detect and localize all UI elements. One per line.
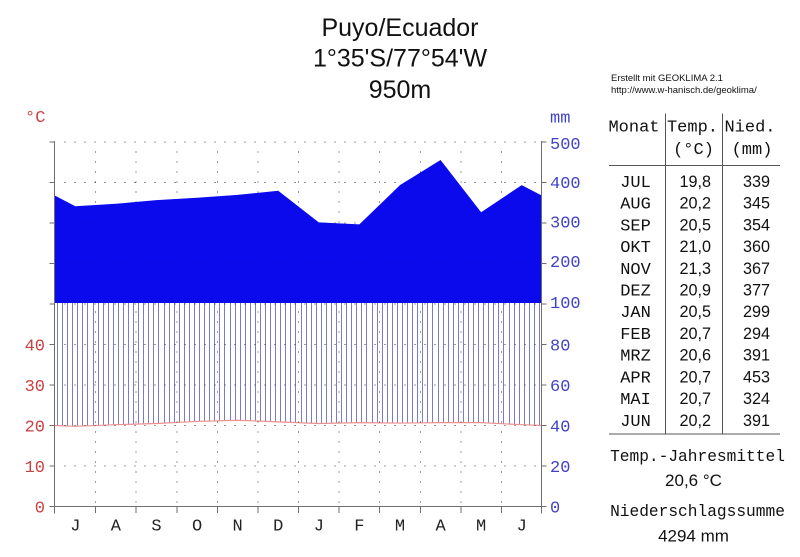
svg-text:40: 40 [550,419,570,438]
svg-text:Temp.: Temp. [667,119,718,138]
svg-text:°C: °C [25,109,45,128]
svg-text:JUN: JUN [620,413,651,432]
svg-text:http://www.w-hanisch.de/geokli: http://www.w-hanisch.de/geoklima/ [611,85,757,96]
svg-text:20,5: 20,5 [679,216,711,234]
svg-text:SEP: SEP [620,217,651,236]
svg-text:324: 324 [743,390,770,408]
svg-text:(mm): (mm) [732,141,773,160]
svg-text:JUL: JUL [620,174,651,193]
svg-text:O: O [192,518,202,537]
svg-text:MRZ: MRZ [620,348,651,367]
svg-text:20,6 °C: 20,6 °C [665,471,722,490]
svg-text:N: N [233,518,243,537]
svg-text:M: M [476,518,486,537]
svg-text:OKT: OKT [620,239,651,258]
svg-text:339: 339 [743,173,770,191]
svg-text:MAI: MAI [620,391,651,410]
svg-text:F: F [354,518,364,537]
svg-text:21,3: 21,3 [679,260,711,278]
svg-text:377: 377 [743,282,770,300]
svg-text:367: 367 [743,260,770,278]
svg-text:Temp.-Jahresmittel: Temp.-Jahresmittel [610,448,785,466]
svg-text:Erstellt mit GEOKLIMA 2.1: Erstellt mit GEOKLIMA 2.1 [611,73,723,84]
svg-text:AUG: AUG [620,196,651,215]
svg-text:J: J [314,518,324,537]
svg-text:391: 391 [743,347,770,365]
svg-text:APR: APR [620,369,651,388]
svg-text:391: 391 [743,412,770,430]
svg-text:J: J [70,518,80,537]
svg-text:345: 345 [743,195,770,213]
svg-text:S: S [151,518,161,537]
svg-text:A: A [435,518,446,537]
svg-text:D: D [273,518,283,537]
svg-text:19,8: 19,8 [679,173,711,191]
svg-text:20: 20 [25,419,45,438]
svg-text:FEB: FEB [620,326,651,345]
svg-text:Monat: Monat [608,119,659,138]
svg-text:453: 453 [743,368,770,386]
svg-text:10: 10 [25,459,45,478]
svg-text:21,0: 21,0 [679,238,711,256]
svg-text:Niederschlagssumme: Niederschlagssumme [610,503,785,521]
svg-text:20,9: 20,9 [679,282,711,300]
svg-text:20,7: 20,7 [679,390,711,408]
svg-text:A: A [111,518,122,537]
svg-text:mm: mm [550,110,570,129]
svg-text:J: J [517,518,527,537]
svg-text:100: 100 [550,295,581,314]
svg-text:40: 40 [25,338,45,357]
svg-text:20,7: 20,7 [679,368,711,386]
svg-text:354: 354 [743,216,770,234]
svg-text:950m: 950m [369,76,432,104]
svg-text:(°C): (°C) [673,141,714,160]
svg-text:300: 300 [550,215,581,234]
svg-text:20: 20 [550,459,570,478]
svg-text:M: M [395,518,405,537]
svg-text:4294 mm: 4294 mm [658,527,729,546]
svg-text:299: 299 [743,303,770,321]
svg-text:200: 200 [550,254,581,273]
svg-text:80: 80 [550,338,570,357]
svg-text:400: 400 [550,175,581,194]
svg-text:0: 0 [550,500,560,519]
svg-text:NOV: NOV [620,261,651,280]
svg-text:30: 30 [25,378,45,397]
svg-text:20,6: 20,6 [679,347,711,365]
svg-text:20,5: 20,5 [679,303,711,321]
svg-text:20,2: 20,2 [679,412,711,430]
svg-text:60: 60 [550,378,570,397]
svg-text:360: 360 [743,238,770,256]
svg-text:Nied.: Nied. [724,119,775,138]
svg-text:20,2: 20,2 [679,195,711,213]
svg-text:20,7: 20,7 [679,325,711,343]
svg-text:0: 0 [35,500,45,519]
svg-text:500: 500 [550,136,581,155]
svg-text:Puyo/Ecuador: Puyo/Ecuador [321,14,478,42]
svg-text:JAN: JAN [620,304,651,323]
svg-text:DEZ: DEZ [620,283,651,302]
svg-text:1°35'S/77°54'W: 1°35'S/77°54'W [313,45,487,73]
svg-text:294: 294 [743,325,770,343]
